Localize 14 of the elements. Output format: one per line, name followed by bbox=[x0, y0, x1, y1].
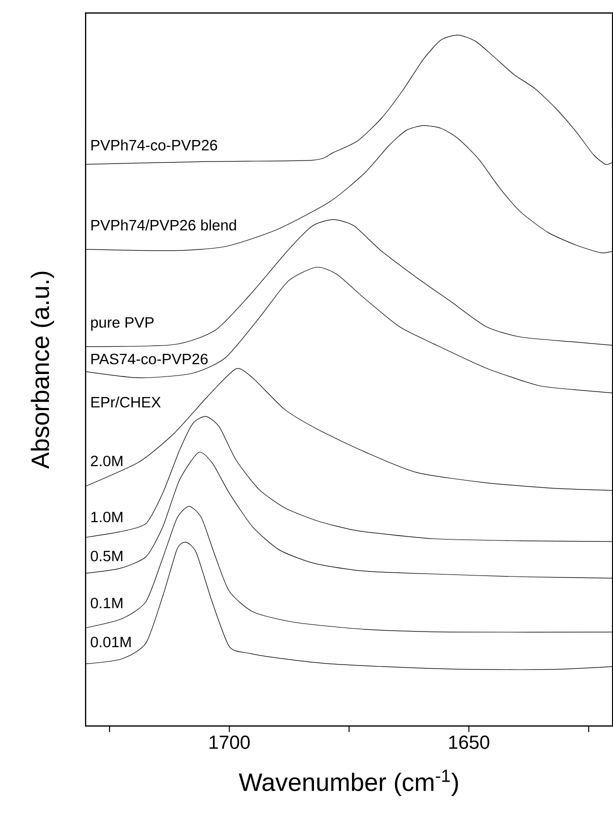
y-axis-title: Absorbance (a.u.) bbox=[30, 272, 54, 469]
annotation: PAS74-co-PVP26 bbox=[91, 354, 208, 364]
annotation: 0.01M bbox=[90, 636, 131, 648]
annotation: EPr/CHEX bbox=[91, 396, 161, 408]
x-axis-title: Wavenumber (cm$^{-1}$) bbox=[238, 770, 458, 796]
annotation: 0.1M bbox=[90, 598, 122, 608]
annotation: 2.0M bbox=[90, 456, 122, 466]
annotation: 1.0M bbox=[91, 512, 122, 522]
annotation: pure PVP bbox=[91, 317, 154, 331]
x-tick-label: 1700 bbox=[210, 736, 250, 749]
x-tick-label: 1650 bbox=[449, 736, 490, 749]
annotation: PVPh74-co-PVP26 bbox=[91, 139, 218, 150]
annotation: 0.5M bbox=[90, 550, 122, 562]
annotation: PVPh74/PVP26 blend bbox=[91, 219, 236, 230]
